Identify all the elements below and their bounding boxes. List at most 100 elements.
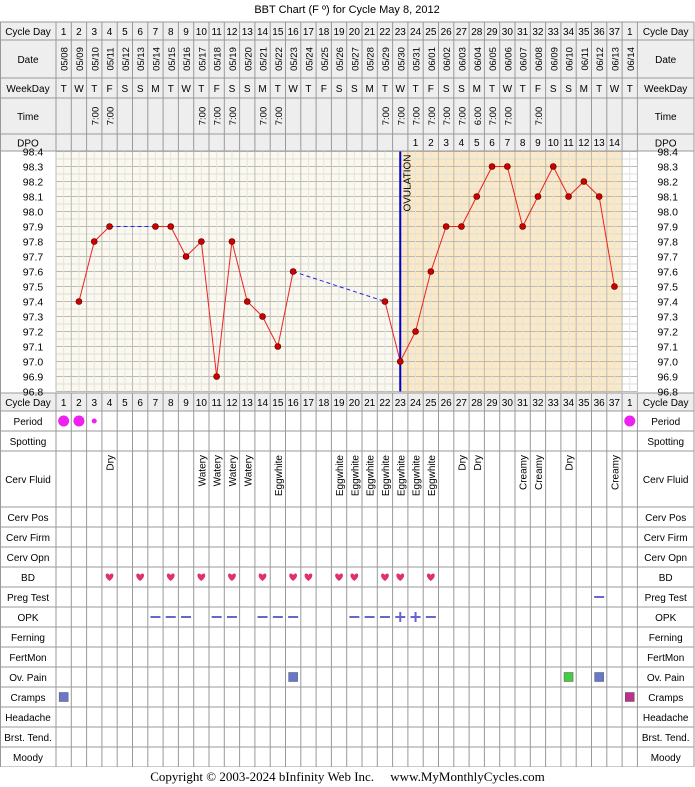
dpo-number: 2 xyxy=(428,138,434,149)
y-tick-label: 98.0 xyxy=(23,207,44,219)
temp-point[interactable] xyxy=(198,238,205,245)
row-label-weekday: WeekDay xyxy=(6,84,49,95)
weekday-label: W xyxy=(396,84,406,95)
date-label: 06/13 xyxy=(610,47,621,71)
temp-point[interactable] xyxy=(106,223,113,230)
temp-point[interactable] xyxy=(259,313,266,320)
cramps-marker xyxy=(58,692,69,702)
time-label: 7:00 xyxy=(274,107,285,126)
cycle-day-number-bottom: 1 xyxy=(61,398,67,409)
y-tick-label-right: 98.0 xyxy=(657,207,678,219)
temp-point[interactable] xyxy=(565,193,572,200)
cycle-day-number-bottom: 10 xyxy=(196,398,208,409)
temp-point[interactable] xyxy=(595,193,603,200)
temp-point[interactable] xyxy=(75,298,83,305)
cycle-day-number-bottom: 28 xyxy=(471,398,483,409)
weekday-label: T xyxy=(412,84,418,95)
temp-point[interactable] xyxy=(427,268,435,275)
weekday-label: S xyxy=(137,84,144,95)
cycle-day-number-bottom: 35 xyxy=(578,398,590,409)
cycle-day-number-bottom: 3 xyxy=(91,398,97,409)
temp-point[interactable] xyxy=(534,193,542,200)
temp-point[interactable] xyxy=(504,163,511,170)
cerv-fluid-label: Watery xyxy=(197,455,208,486)
temp-point[interactable] xyxy=(228,238,236,245)
temp-line-segment xyxy=(170,226,187,257)
cycle-day-number-bottom: 13 xyxy=(242,398,254,409)
row-label-ov_pain: Ov. Pain xyxy=(9,673,47,684)
temp-point[interactable] xyxy=(243,298,251,305)
temp-point[interactable] xyxy=(442,223,450,230)
row-label-right-cerv_fluid: Cerv Fluid xyxy=(643,475,689,486)
temp-point[interactable] xyxy=(90,238,98,245)
row-label-right-moody: Moody xyxy=(651,753,681,764)
temp-point[interactable] xyxy=(274,343,282,350)
temp-point[interactable] xyxy=(152,223,159,230)
temp-line-segment xyxy=(277,271,294,347)
cycle-day-number: 13 xyxy=(242,27,254,38)
dpo-number: 9 xyxy=(535,138,541,149)
row-label-time: Time xyxy=(17,112,39,123)
cycle-day-number: 25 xyxy=(425,27,437,38)
weekday-label: T xyxy=(627,84,633,95)
date-label: 06/06 xyxy=(503,47,514,71)
temp-point[interactable] xyxy=(488,163,496,170)
bd-heart-icon xyxy=(258,573,267,581)
temp-point[interactable] xyxy=(580,178,588,185)
temp-point[interactable] xyxy=(473,193,481,200)
temp-point[interactable] xyxy=(213,373,220,380)
date-label: 06/14 xyxy=(626,47,637,71)
cerv-fluid-label: Eggwhite xyxy=(274,455,285,497)
y-tick-label-right: 97.8 xyxy=(657,237,678,249)
weekday-label: S xyxy=(550,84,557,95)
y-tick-label: 96.8 xyxy=(23,387,44,399)
cerv-fluid-label: Watery xyxy=(228,455,239,486)
cycle-day-number-bottom: 6 xyxy=(137,398,143,409)
temp-point[interactable] xyxy=(549,163,557,170)
temp-line-segment xyxy=(476,166,493,197)
row-label-right-cerv_firm: Cerv Firm xyxy=(644,533,688,544)
date-label: 05/28 xyxy=(366,47,377,71)
y-tick-label: 97.7 xyxy=(23,252,44,264)
cerv-fluid-label: Dry xyxy=(106,455,117,471)
cycle-day-number-bottom: 31 xyxy=(517,398,529,409)
weekday-label: S xyxy=(351,84,358,95)
temp-point[interactable] xyxy=(519,223,526,230)
cycle-day-number-bottom: 11 xyxy=(211,398,222,409)
temp-point[interactable] xyxy=(412,328,419,335)
temp-line-segment xyxy=(568,181,585,197)
temp-point[interactable] xyxy=(182,253,190,260)
weekday-label: W xyxy=(610,84,620,95)
temp-line-segment xyxy=(552,166,569,197)
row-label-right-cramps: Cramps xyxy=(648,693,683,704)
temp-point[interactable] xyxy=(381,298,389,305)
row-label-fertmon: FertMon xyxy=(9,653,46,664)
temp-point[interactable] xyxy=(167,223,175,230)
temp-point[interactable] xyxy=(289,268,297,275)
y-tick-label-right: 97.9 xyxy=(657,222,678,234)
temp-point[interactable] xyxy=(396,358,404,365)
weekday-label: T xyxy=(596,84,602,95)
cerv-fluid-label: Creamy xyxy=(610,455,621,490)
temp-line-segment xyxy=(185,241,202,257)
y-tick-label-right: 98.4 xyxy=(657,147,678,159)
cycle-day-number: 15 xyxy=(272,27,284,38)
period-dot xyxy=(91,418,97,424)
cycle-day-number-bottom: 21 xyxy=(364,398,376,409)
weekday-label: W xyxy=(181,84,191,95)
cycle-day-number-bottom: 18 xyxy=(318,398,330,409)
cycle-day-number: 29 xyxy=(486,27,498,38)
weekday-label: M xyxy=(258,84,266,95)
weekday-label: S xyxy=(443,84,450,95)
site-link[interactable]: www.MyMonthlyCycles.com xyxy=(390,769,545,784)
time-label: 7:00 xyxy=(381,107,392,126)
cycle-day-number-bottom: 9 xyxy=(183,398,189,409)
row-label-cycle_day: Cycle Day xyxy=(5,398,51,409)
weekday-label: S xyxy=(244,84,251,95)
temp-line-segment xyxy=(598,196,615,287)
cycle-day-number-bottom: 30 xyxy=(502,398,514,409)
row-label-headache: Headache xyxy=(5,713,51,724)
dpo-number: 6 xyxy=(489,138,495,149)
temp-point[interactable] xyxy=(458,223,465,230)
temp-point[interactable] xyxy=(611,283,618,290)
